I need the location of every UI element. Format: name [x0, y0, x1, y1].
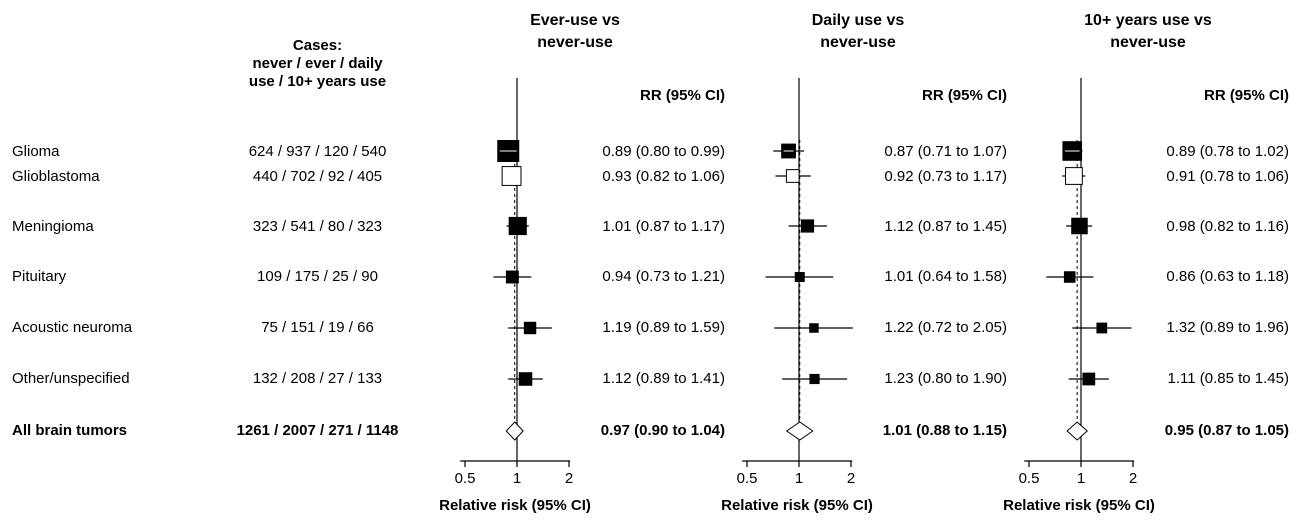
row-label-meningioma: Meningioma	[12, 218, 94, 235]
cases-glioma: 624 / 937 / 120 / 540	[248, 143, 387, 160]
point-estimate-daily-use-other-unspecified	[809, 373, 820, 385]
row-label-other-unspecified: Other/unspecified	[12, 370, 130, 387]
rr-text-daily-acoustic-neuroma: 1.22 (0.72 to 2.05)	[884, 319, 1007, 336]
rr-text-daily-pituitary: 1.01 (0.64 to 1.58)	[884, 268, 1007, 285]
row-label-pituitary: Pituitary	[12, 268, 67, 285]
rr-text-10y-all-brain-tumors: 0.95 (0.87 to 1.05)	[1164, 422, 1289, 439]
rr-header-10-years-use: RR (95% CI)	[1203, 87, 1289, 104]
row-label-all-brain-tumors: All brain tumors	[12, 422, 128, 439]
x-axis-label-daily-use: Relative risk (95% CI)	[721, 497, 873, 514]
rr-text-10y-glioblastoma: 0.91 (0.78 to 1.06)	[1166, 168, 1289, 185]
tick-label-10y-2: 2	[1128, 470, 1138, 487]
point-estimate-ever-use-meningioma	[508, 216, 527, 236]
rr-header-ever-use: RR (95% CI)	[639, 87, 725, 104]
point-estimate-ever-use-acoustic-neuroma	[523, 321, 537, 335]
ci-diamond-10-years-use-all-brain-tumors	[1066, 421, 1088, 441]
point-estimate-daily-use-glioblastoma	[785, 169, 800, 183]
point-estimate-ever-use-other-unspecified	[518, 372, 533, 386]
rr-text-ever-acoustic-neuroma: 1.19 (0.89 to 1.59)	[602, 319, 725, 336]
point-estimate-10-years-use-glioblastoma	[1065, 167, 1083, 185]
tick-label-ever-1: 1	[512, 470, 522, 487]
panel-title-daily-use: Daily use vs never-use	[811, 12, 905, 51]
cases-glioblastoma: 440 / 702 / 92 / 405	[252, 168, 383, 185]
rr-text-ever-meningioma: 1.01 (0.87 to 1.17)	[602, 218, 725, 235]
row-label-glioma: Glioma	[12, 143, 60, 160]
panel-title-ever-use: Ever-use vs never-use	[530, 12, 620, 51]
rr-text-daily-all-brain-tumors: 1.01 (0.88 to 1.15)	[882, 422, 1007, 439]
point-estimate-10-years-use-meningioma	[1071, 217, 1088, 235]
cases-pituitary: 109 / 175 / 25 / 90	[257, 268, 378, 285]
rr-text-daily-glioma: 0.87 (0.71 to 1.07)	[884, 143, 1007, 160]
row-label-acoustic-neuroma: Acoustic neuroma	[12, 319, 133, 336]
point-estimate-daily-use-acoustic-neuroma	[809, 323, 819, 333]
rr-text-10y-acoustic-neuroma: 1.32 (0.89 to 1.96)	[1166, 319, 1289, 336]
rr-text-ever-glioblastoma: 0.93 (0.82 to 1.06)	[602, 168, 725, 185]
ci-diamond-daily-use-all-brain-tumors	[785, 421, 814, 441]
rr-text-daily-glioblastoma: 0.92 (0.73 to 1.17)	[884, 168, 1007, 185]
rr-text-daily-other-unspecified: 1.23 (0.80 to 1.90)	[884, 370, 1007, 387]
x-axis-label-ever-use: Relative risk (95% CI)	[439, 497, 591, 514]
cases-acoustic-neuroma: 75 / 151 / 19 / 66	[261, 319, 374, 336]
tick-label-10y-0.5: 0.5	[1018, 470, 1040, 487]
rr-text-10y-glioma: 0.89 (0.78 to 1.02)	[1166, 143, 1289, 160]
rr-text-ever-glioma: 0.89 (0.80 to 0.99)	[602, 143, 725, 160]
point-estimate-daily-use-meningioma	[800, 219, 815, 233]
cases-header: Cases: never / ever / daily use / 10+ ye…	[248, 37, 387, 90]
rr-text-ever-other-unspecified: 1.12 (0.89 to 1.41)	[602, 370, 725, 387]
cases-meningioma: 323 / 541 / 80 / 323	[252, 218, 383, 235]
ci-diamond-ever-use-all-brain-tumors	[505, 421, 524, 441]
cases-all-brain-tumors: 1261 / 2007 / 271 / 1148	[236, 422, 399, 439]
rr-text-daily-meningioma: 1.12 (0.87 to 1.45)	[884, 218, 1007, 235]
cases-other-unspecified: 132 / 208 / 27 / 133	[252, 370, 383, 387]
tick-label-10y-1: 1	[1076, 470, 1086, 487]
point-estimate-daily-use-pituitary	[794, 271, 805, 283]
row-label-glioblastoma: Glioblastoma	[12, 168, 100, 185]
rr-text-10y-pituitary: 0.86 (0.63 to 1.18)	[1166, 268, 1289, 285]
rr-text-ever-all-brain-tumors: 0.97 (0.90 to 1.04)	[600, 422, 725, 439]
tick-label-daily-1: 1	[794, 470, 804, 487]
rr-header-daily-use: RR (95% CI)	[921, 87, 1007, 104]
rr-text-ever-pituitary: 0.94 (0.73 to 1.21)	[602, 268, 725, 285]
point-estimate-ever-use-glioblastoma	[501, 166, 522, 186]
point-estimate-ever-use-pituitary	[505, 270, 519, 284]
point-estimate-10-years-use-acoustic-neuroma	[1096, 322, 1108, 334]
tick-label-daily-2: 2	[846, 470, 856, 487]
panel-title-10-years-use: 10+ years use vs never-use	[1084, 12, 1212, 51]
point-estimate-10-years-use-other-unspecified	[1082, 372, 1096, 386]
rr-text-10y-other-unspecified: 1.11 (0.85 to 1.45)	[1167, 370, 1289, 387]
x-axis-label-10-years-use: Relative risk (95% CI)	[1003, 497, 1155, 514]
tick-label-ever-0.5: 0.5	[454, 470, 476, 487]
point-estimate-10-years-use-pituitary	[1063, 271, 1076, 283]
tick-label-ever-2: 2	[564, 470, 574, 487]
tick-label-daily-0.5: 0.5	[736, 470, 758, 487]
rr-text-10y-meningioma: 0.98 (0.82 to 1.16)	[1166, 218, 1289, 235]
